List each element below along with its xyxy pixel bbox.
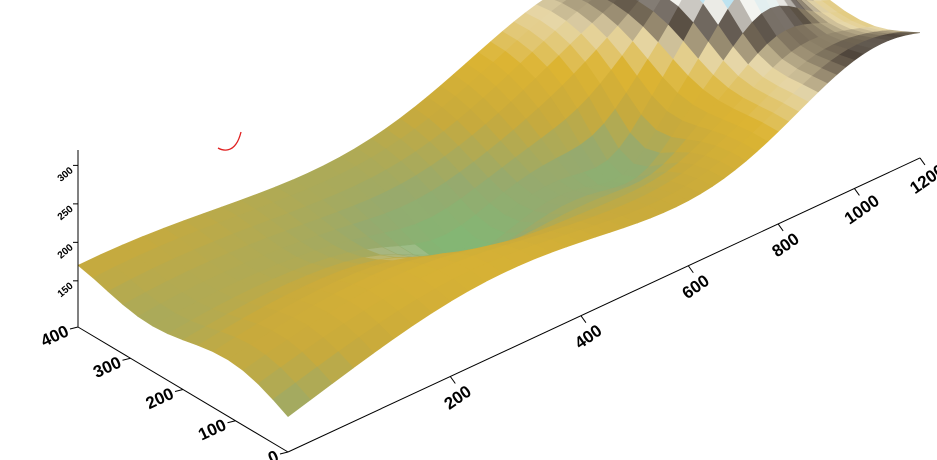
x-tick-label: 600: [679, 271, 713, 303]
x-tick: [581, 316, 586, 323]
x-tick-label: 800: [768, 229, 802, 261]
x-tick-label: 200: [441, 382, 475, 414]
y-tick-label: 100: [195, 415, 229, 444]
x-tick: [688, 266, 693, 273]
page: 200 400 600 800 1000 1200 0 100 200 300 400 150 200 2…: [0, 0, 937, 460]
y-tick-label: 400: [38, 321, 72, 350]
annotation-stroke: [218, 132, 241, 150]
chart: 200 400 600 800 1000 1200 0 100 200 300 400 150 200 2…: [0, 0, 937, 460]
y-tick: [228, 421, 236, 423]
z-tick-label: 200: [56, 242, 76, 261]
z-tick-label: 300: [56, 165, 76, 184]
y-tick-label: 300: [90, 353, 124, 382]
y-tick: [175, 390, 183, 392]
y-tick-label: 0: [265, 446, 282, 460]
x-tick-label: 1000: [841, 191, 883, 228]
x-tick-label: 1200: [906, 161, 937, 198]
x-tick: [920, 158, 925, 165]
z-tick-label: 250: [56, 203, 76, 222]
y-tick: [70, 327, 78, 329]
z-tick-label: 150: [56, 280, 76, 299]
x-tick: [854, 188, 859, 195]
x-tick-label: 400: [571, 321, 605, 353]
y-tick: [280, 452, 288, 454]
y-tick: [123, 358, 131, 360]
y-tick-label: 200: [143, 384, 177, 413]
x-tick: [450, 376, 455, 383]
x-tick: [778, 224, 783, 231]
